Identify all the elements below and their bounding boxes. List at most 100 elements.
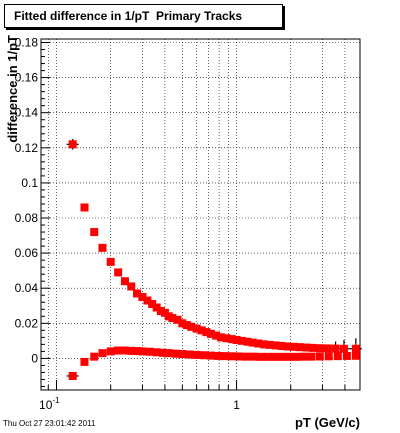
data-point-series-1 <box>227 335 236 344</box>
data-point-series-2 <box>200 351 209 360</box>
data-point-series-1 <box>178 319 187 328</box>
data-point-series-1 <box>133 289 142 298</box>
data-point-series-1 <box>212 331 221 340</box>
x-ticks: 10-1 1 <box>39 380 346 412</box>
data-point-series-1 <box>80 203 89 212</box>
data-point-series-2 <box>270 352 279 361</box>
data-point-series-1 <box>302 343 311 352</box>
data-point-series-1 <box>259 340 268 349</box>
y-axis-label: difference in 1/pT <box>5 35 20 143</box>
data-point-series-1 <box>187 322 196 331</box>
data-point-series-1 <box>114 268 123 277</box>
data-point-series-2 <box>90 352 99 361</box>
data-point-series-1 <box>232 335 241 344</box>
data-point-series-2 <box>351 351 360 360</box>
data-point-series-1 <box>156 307 165 316</box>
data-point-series-2 <box>214 351 223 360</box>
data-point-series-1 <box>283 342 292 351</box>
data-point-series-1 <box>254 339 263 348</box>
data-point-series-2 <box>307 352 316 361</box>
data-point-series-2 <box>185 350 194 359</box>
data-point-series-1 <box>217 333 226 342</box>
data-point-series-2 <box>145 347 154 356</box>
data-point-series-1 <box>68 140 77 149</box>
plot-frame <box>40 38 361 391</box>
data-point-series-1 <box>168 314 177 323</box>
data-point-series-2 <box>242 352 251 361</box>
data-point-series-2 <box>152 348 161 357</box>
x-axis-label: pT (GeV/c) <box>295 415 360 430</box>
data-point-series-1 <box>106 257 115 266</box>
data-point-series-1 <box>197 326 206 335</box>
data-point-series-2 <box>192 350 201 359</box>
data-point-series-2 <box>68 371 77 380</box>
data-point-series-2 <box>171 349 180 358</box>
y-tick-label: 0.04 <box>15 281 39 295</box>
y-tick-label: 0.16 <box>15 71 39 85</box>
y-tick-label: 0.08 <box>15 211 39 225</box>
data-point-series-1 <box>143 296 152 305</box>
y-tick-label: 0.12 <box>15 141 39 155</box>
data-point-series-2 <box>206 351 215 360</box>
data-point-series-2 <box>127 346 136 355</box>
timestamp: Thu Oct 27 23:01:42 2011 <box>3 419 96 428</box>
data-point-series-2 <box>256 352 265 361</box>
chart-title: Fitted difference in 1/pT Primary Tracks <box>4 4 283 28</box>
data-point-series-2 <box>227 352 236 361</box>
data-point-series-2 <box>178 350 187 359</box>
data-point-series-1 <box>295 343 304 352</box>
data-point-series-1 <box>308 343 317 352</box>
data-point-series-1 <box>222 334 231 343</box>
data-point-series-2 <box>315 352 324 361</box>
data-point-series-2 <box>158 348 167 357</box>
data-point-series-1 <box>265 340 274 349</box>
data-point-series-2 <box>285 352 294 361</box>
data-point-series-1 <box>339 344 348 353</box>
y-tick-label: 0.02 <box>15 316 39 330</box>
data-point-series-1 <box>206 329 215 338</box>
x-tick-label: 1 <box>233 398 240 412</box>
data-point-series-2 <box>106 347 115 356</box>
data-point-series-2 <box>120 346 129 355</box>
y-tick-label: 0.14 <box>15 106 39 120</box>
data-point-series-1 <box>192 324 201 333</box>
data-point-series-1 <box>243 337 252 346</box>
data-point-series-1 <box>289 342 298 351</box>
data-point-series-1 <box>351 344 360 353</box>
data-point-series-1 <box>120 277 129 286</box>
data-point-series-1 <box>152 303 161 312</box>
data-markers <box>68 140 360 380</box>
y-tick-label: 0.18 <box>15 36 39 50</box>
data-point-series-2 <box>138 347 147 356</box>
data-point-series-2 <box>333 352 342 361</box>
data-point-series-2 <box>164 349 173 358</box>
x-tick-label: 10-1 <box>39 396 60 412</box>
data-point-series-2 <box>114 346 123 355</box>
data-point-series-1 <box>248 338 257 347</box>
data-point-series-1 <box>323 344 332 353</box>
data-point-series-1 <box>173 315 182 324</box>
data-point-series-2 <box>98 349 107 358</box>
data-point-series-1 <box>98 243 107 252</box>
data-point-series-1 <box>237 336 246 345</box>
data-point-series-1 <box>148 300 157 309</box>
data-point-series-1 <box>277 341 286 350</box>
data-point-series-2 <box>249 352 258 361</box>
data-point-series-2 <box>342 351 351 360</box>
data-point-series-2 <box>299 352 308 361</box>
y-tick-label: 0 <box>31 351 38 365</box>
data-point-series-1 <box>315 344 324 353</box>
data-point-series-2 <box>278 352 287 361</box>
data-point-series-1 <box>182 321 191 330</box>
y-tick-label: 0.06 <box>15 246 39 260</box>
data-point-series-1 <box>138 292 147 301</box>
data-point-series-2 <box>80 357 89 366</box>
data-point-series-2 <box>324 352 333 361</box>
y-tick-label: 0.1 <box>21 176 38 190</box>
grid <box>41 39 360 390</box>
axes <box>40 38 361 391</box>
data-point-series-2 <box>133 347 142 356</box>
data-point-series-2 <box>263 352 272 361</box>
